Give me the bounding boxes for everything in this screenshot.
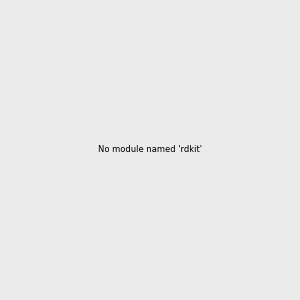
Text: No module named 'rdkit': No module named 'rdkit': [98, 146, 202, 154]
